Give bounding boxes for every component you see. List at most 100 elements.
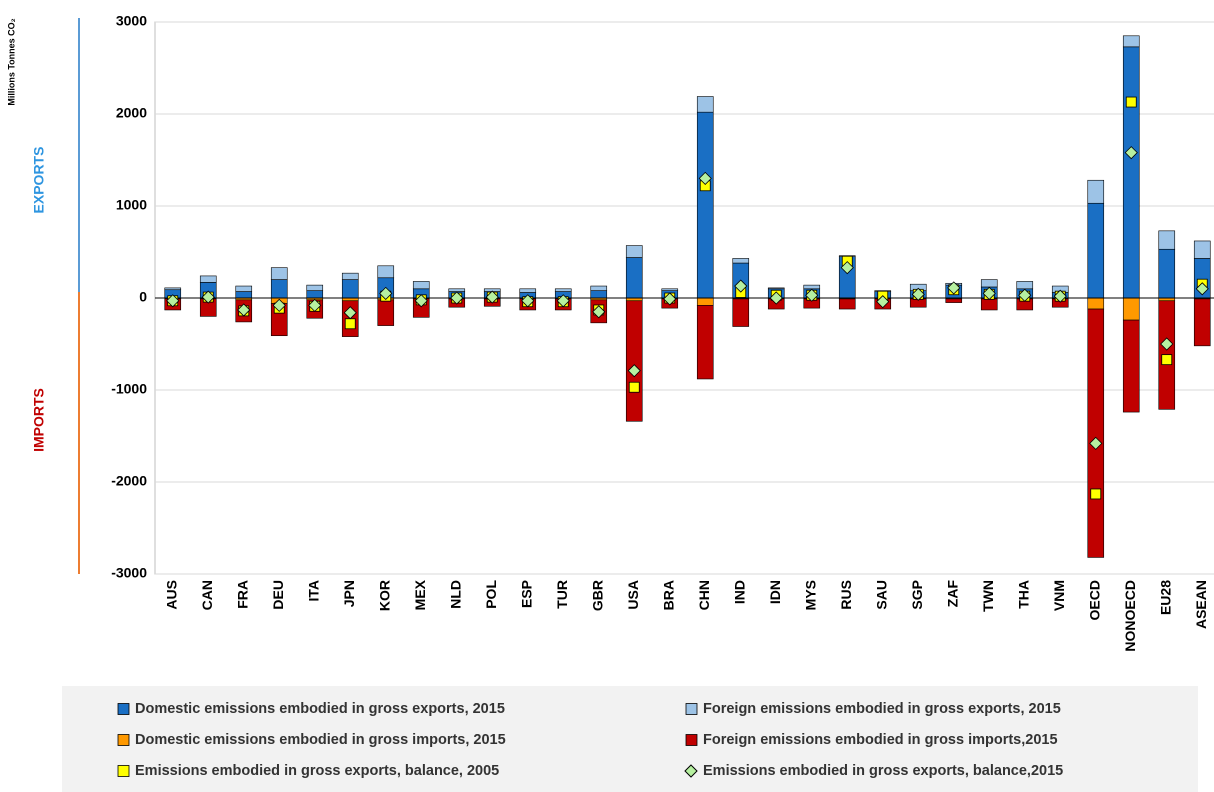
bar <box>696 96 714 113</box>
x-tick-label: AUS <box>163 580 179 610</box>
bar <box>945 298 963 303</box>
marker-diamond <box>876 295 890 309</box>
y-tick-label: 1000 <box>116 197 147 213</box>
x-tick-label: DEU <box>270 580 286 610</box>
legend-label: Foreign emissions embodied in gross expo… <box>703 701 1061 717</box>
marker-diamond <box>1018 288 1032 302</box>
bar <box>270 279 288 299</box>
x-tick-label: IDN <box>767 580 783 604</box>
x-tick-label: POL <box>483 580 499 609</box>
bar <box>1193 240 1211 259</box>
marker-diamond <box>1124 146 1138 160</box>
bar <box>1016 281 1034 290</box>
marker-diamond <box>805 288 819 302</box>
x-tick-label: CHN <box>696 580 712 610</box>
x-tick-label: JPN <box>341 580 357 607</box>
marker-diamond <box>947 281 961 295</box>
bar <box>980 279 998 288</box>
bar <box>199 275 217 283</box>
marker-diamond <box>698 171 712 185</box>
marker-diamond <box>911 287 925 301</box>
x-tick-label: ASEAN <box>1193 580 1209 629</box>
x-tick-label: MEX <box>412 579 428 610</box>
marker-diamond <box>769 291 783 305</box>
bar <box>448 288 466 292</box>
bar <box>590 290 608 299</box>
bar <box>519 288 537 293</box>
legend-swatch <box>117 734 130 746</box>
marker-diamond <box>308 298 322 312</box>
legend-label: Domestic emissions embodied in gross imp… <box>135 732 506 748</box>
legend-swatch <box>685 703 698 715</box>
bar <box>838 298 856 310</box>
exports-label: EXPORTS <box>31 147 47 214</box>
marker-diamond <box>166 294 180 308</box>
marker-diamond <box>237 303 251 317</box>
marker-square <box>1090 488 1102 500</box>
marker-square <box>1125 96 1137 108</box>
legend-label: Foreign emissions embodied in gross impo… <box>703 732 1058 748</box>
bar <box>235 285 253 292</box>
x-tick-label: ZAF <box>944 580 960 608</box>
bar <box>1193 298 1211 347</box>
marker-diamond <box>1089 436 1103 450</box>
legend-swatch <box>117 703 130 715</box>
bar <box>980 298 998 311</box>
marker-square <box>628 381 640 393</box>
marker-diamond <box>379 286 393 300</box>
bar <box>1087 202 1105 299</box>
marker-diamond <box>272 298 286 312</box>
x-tick-label: RUS <box>838 580 854 610</box>
legend-label: Emissions embodied in gross exports, bal… <box>703 763 1063 779</box>
bar <box>412 281 430 290</box>
y-tick-label: 0 <box>139 289 147 305</box>
x-tick-label: KOR <box>376 580 392 611</box>
legend-swatch <box>117 765 130 777</box>
imports-label: IMPORTS <box>31 388 47 452</box>
bar <box>377 299 395 326</box>
legend-label: Emissions embodied in gross exports, bal… <box>135 763 499 779</box>
x-tick-label: OECD <box>1086 580 1102 620</box>
bar <box>306 290 324 299</box>
marker-diamond <box>840 261 854 275</box>
marker-diamond <box>734 279 748 293</box>
x-tick-label: FRA <box>234 580 250 609</box>
x-tick-label: NLD <box>447 580 463 609</box>
marker-diamond <box>556 294 570 308</box>
x-tick-label: ITA <box>305 580 321 602</box>
bar <box>732 298 750 327</box>
x-tick-label: USA <box>625 580 641 610</box>
x-tick-label: TUR <box>554 580 570 609</box>
legend-swatch <box>685 734 698 746</box>
marker-square <box>1161 354 1173 366</box>
bar <box>1087 179 1105 204</box>
bar <box>554 288 572 292</box>
x-tick-label: BRA <box>660 580 676 610</box>
bar <box>732 258 750 264</box>
bar <box>341 272 359 280</box>
x-tick-label: IND <box>731 580 747 604</box>
bar <box>696 297 714 306</box>
y-tick-label: -3000 <box>111 565 147 581</box>
bar <box>341 279 359 299</box>
bar <box>306 284 324 291</box>
legend-box <box>62 686 1198 792</box>
bar <box>696 111 714 299</box>
bar <box>1122 35 1140 48</box>
marker-diamond <box>1195 282 1209 296</box>
bar <box>625 257 643 299</box>
bar <box>1158 230 1176 250</box>
x-tick-label: GBR <box>589 580 605 611</box>
marker-diamond <box>485 290 499 304</box>
bar <box>625 300 643 422</box>
marker-square <box>344 318 356 330</box>
bar <box>1122 319 1140 413</box>
x-tick-label: NONOECD <box>1122 580 1138 652</box>
bar <box>164 287 182 291</box>
y-tick-label: 2000 <box>116 105 147 121</box>
marker-diamond <box>1160 337 1174 351</box>
marker-diamond <box>521 294 535 308</box>
legend-label: Domestic emissions embodied in gross exp… <box>135 701 505 717</box>
marker-diamond <box>201 290 215 304</box>
